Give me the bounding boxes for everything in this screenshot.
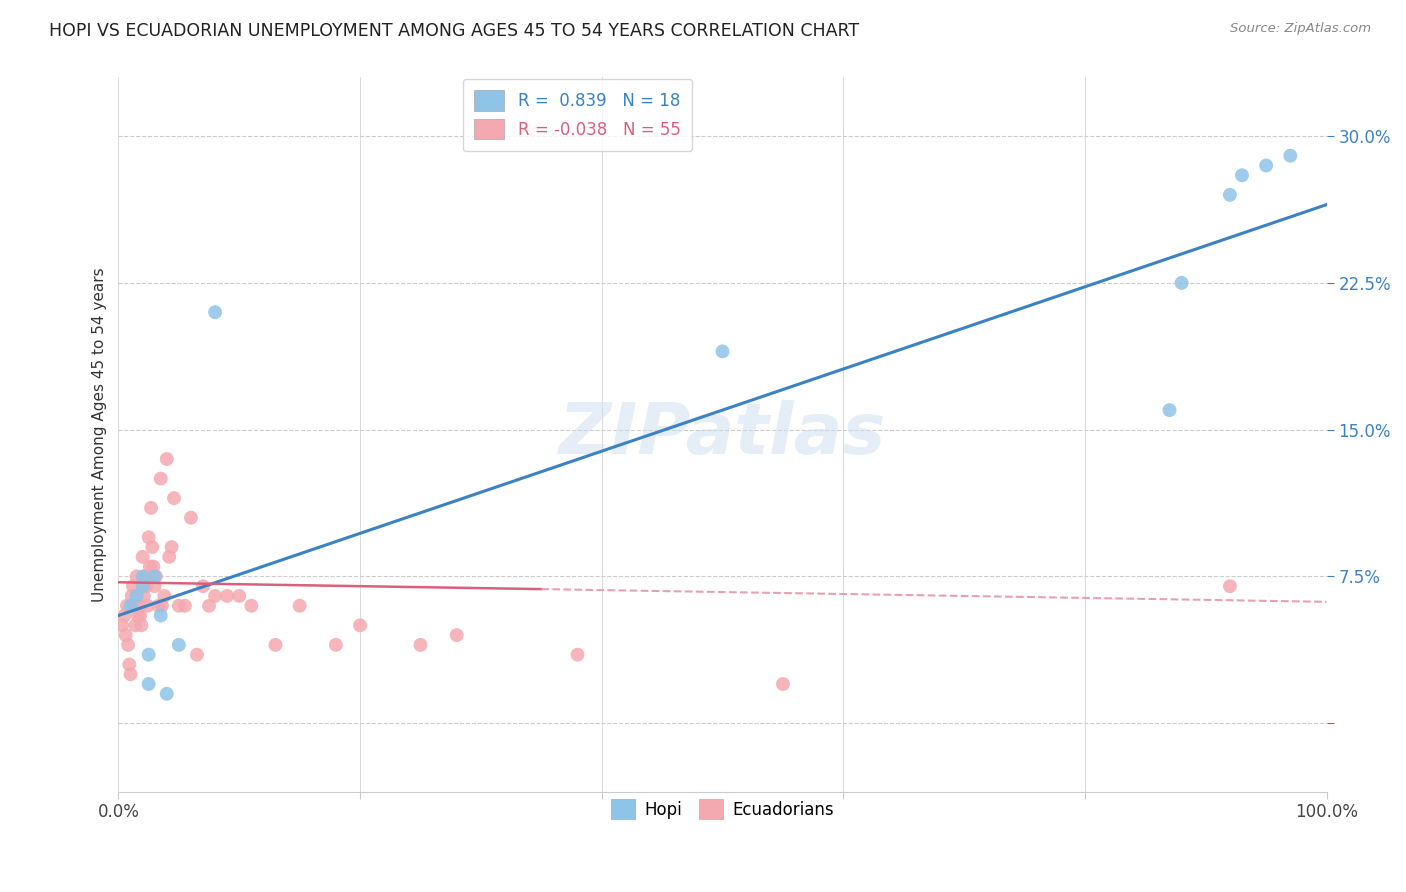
Point [129,608,152,623]
Point [153,589,176,603]
Point [228,589,250,603]
Point [446,628,468,642]
Point [1159,403,1181,417]
Point [122,599,145,613]
Point [149,472,172,486]
Point [157,549,180,564]
Point [143,579,166,593]
Point [120,667,142,681]
Point [138,648,160,662]
Point [567,648,589,662]
Point [122,579,145,593]
Point [120,599,142,613]
Point [117,638,139,652]
Point [186,648,208,662]
Point [142,559,165,574]
Point [167,638,190,652]
Point [141,540,163,554]
Point [125,569,148,583]
Point [156,452,179,467]
Point [217,589,239,603]
Point [150,599,173,613]
Point [128,599,150,613]
Point [139,500,162,515]
Point [131,618,153,632]
Point [114,608,136,623]
Point [132,589,155,603]
Point [115,599,138,613]
Text: HOPI VS ECUADORIAN UNEMPLOYMENT AMONG AGES 45 TO 54 YEARS CORRELATION CHART: HOPI VS ECUADORIAN UNEMPLOYMENT AMONG AG… [49,22,859,40]
Point [134,569,156,583]
Point [131,549,153,564]
Point [138,677,160,691]
Y-axis label: Unemployment Among Ages 45 to 54 years: Unemployment Among Ages 45 to 54 years [93,268,107,602]
Point [1256,159,1278,173]
Point [131,569,153,583]
Point [121,589,143,603]
Point [1219,579,1241,593]
Point [1219,187,1241,202]
Point [124,618,146,632]
Point [204,305,226,319]
Point [772,677,794,691]
Point [288,599,311,613]
Text: ZIPatlas: ZIPatlas [558,400,886,469]
Legend: Hopi, Ecuadorians: Hopi, Ecuadorians [602,789,844,830]
Point [240,599,263,613]
Point [325,638,347,652]
Point [145,569,167,583]
Text: Source: ZipAtlas.com: Source: ZipAtlas.com [1230,22,1371,36]
Point [135,579,157,593]
Point [204,589,226,603]
Point [173,599,195,613]
Point [1279,149,1302,163]
Point [160,540,183,554]
Point [1230,168,1253,182]
Point [125,589,148,603]
Point [349,618,371,632]
Point [198,599,221,613]
Point [167,599,190,613]
Point [264,638,287,652]
Point [148,599,170,613]
Point [111,618,134,632]
Point [156,687,179,701]
Point [191,579,214,593]
Point [136,599,159,613]
Point [409,638,432,652]
Point [711,344,734,359]
Point [163,491,186,505]
Point [149,608,172,623]
Point [1170,276,1192,290]
Point [127,608,149,623]
Point [138,530,160,544]
Point [118,657,141,672]
Point [114,628,136,642]
Point [143,569,166,583]
Point [139,559,162,574]
Point [131,579,153,593]
Point [180,510,202,524]
